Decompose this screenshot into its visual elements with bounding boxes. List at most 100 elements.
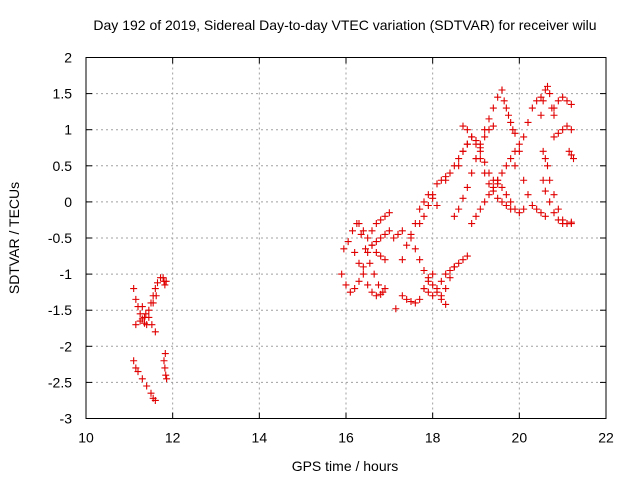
data-point (450, 212, 458, 220)
series-arc-a3 (138, 303, 159, 336)
data-point (437, 277, 445, 285)
data-point (489, 104, 497, 112)
data-point (381, 256, 389, 264)
data-point (359, 227, 367, 235)
data-point (524, 191, 532, 199)
data-point (537, 93, 545, 101)
series-arc-b3 (351, 248, 389, 300)
data-point (550, 191, 558, 199)
series-arc-d7 (494, 176, 528, 217)
data-point (459, 122, 467, 130)
grid-lines (85, 57, 607, 419)
data-point (485, 180, 493, 188)
data-point (537, 111, 545, 119)
data-point (481, 158, 489, 166)
data-point (472, 212, 480, 220)
data-point (563, 97, 571, 105)
data-point (554, 129, 562, 137)
data-point (372, 248, 380, 256)
data-point (567, 100, 575, 108)
data-point (143, 382, 151, 390)
data-point (411, 299, 419, 307)
data-point (130, 357, 138, 365)
data-point (132, 321, 140, 329)
data-point (381, 230, 389, 238)
data-point (142, 310, 150, 318)
data-point (162, 277, 170, 285)
data-point (476, 140, 484, 148)
data-point (511, 162, 519, 170)
series-arc-b4 (355, 220, 389, 264)
data-point (502, 202, 510, 210)
data-point (372, 292, 380, 300)
data-point (537, 209, 545, 217)
data-point (494, 93, 502, 101)
data-point (368, 241, 376, 249)
data-point (145, 306, 153, 314)
data-point (541, 212, 549, 220)
series-arc-b6 (390, 227, 406, 242)
data-point (515, 209, 523, 217)
data-point (507, 155, 515, 163)
data-point (394, 230, 402, 238)
data-point (498, 169, 506, 177)
data-point (489, 122, 497, 130)
x-axis-label: GPS time / hours (292, 458, 399, 474)
data-point (442, 300, 450, 308)
data-point (476, 147, 484, 155)
data-point (554, 97, 562, 105)
data-point (359, 270, 367, 278)
data-point (424, 288, 432, 296)
data-point (151, 285, 159, 293)
data-point (567, 151, 575, 159)
data-point (511, 129, 519, 137)
data-point (433, 202, 441, 210)
data-point (539, 147, 547, 155)
y-tick-label: 2 (64, 50, 72, 66)
data-point (450, 263, 458, 271)
data-point (524, 118, 532, 126)
data-point (550, 209, 558, 217)
data-point (481, 133, 489, 141)
data-point (340, 245, 348, 253)
data-point (416, 256, 424, 264)
data-point (136, 317, 144, 325)
data-point (398, 292, 406, 300)
data-point (559, 126, 567, 134)
data-point (472, 155, 480, 163)
data-point (463, 183, 471, 191)
data-point (162, 371, 170, 379)
x-tick-label: 16 (338, 430, 354, 446)
data-point (563, 220, 571, 228)
data-point (550, 133, 558, 141)
data-point (455, 155, 463, 163)
data-point (520, 205, 528, 213)
data-point (161, 350, 169, 358)
series-arc-c1 (398, 270, 437, 307)
data-point (481, 198, 489, 206)
data-point (149, 292, 157, 300)
data-point (420, 198, 428, 206)
data-point (567, 126, 575, 134)
series-arc-e7 (550, 122, 575, 141)
data-point (407, 234, 415, 242)
data-point (563, 122, 571, 130)
x-tick-label: 18 (425, 430, 441, 446)
data-point (498, 86, 506, 94)
data-point (541, 155, 549, 163)
data-point (407, 298, 415, 306)
x-tick-label: 10 (78, 430, 94, 446)
data-point (349, 227, 356, 235)
data-point (567, 218, 575, 226)
data-point (505, 111, 512, 119)
data-point (502, 162, 510, 170)
data-point (420, 285, 428, 293)
data-point (385, 209, 393, 217)
data-point (554, 216, 562, 224)
data-point (459, 256, 467, 264)
data-point (442, 285, 450, 293)
data-point (161, 281, 169, 289)
series-arc-c6 (437, 252, 471, 300)
axis-ticks (85, 57, 607, 419)
